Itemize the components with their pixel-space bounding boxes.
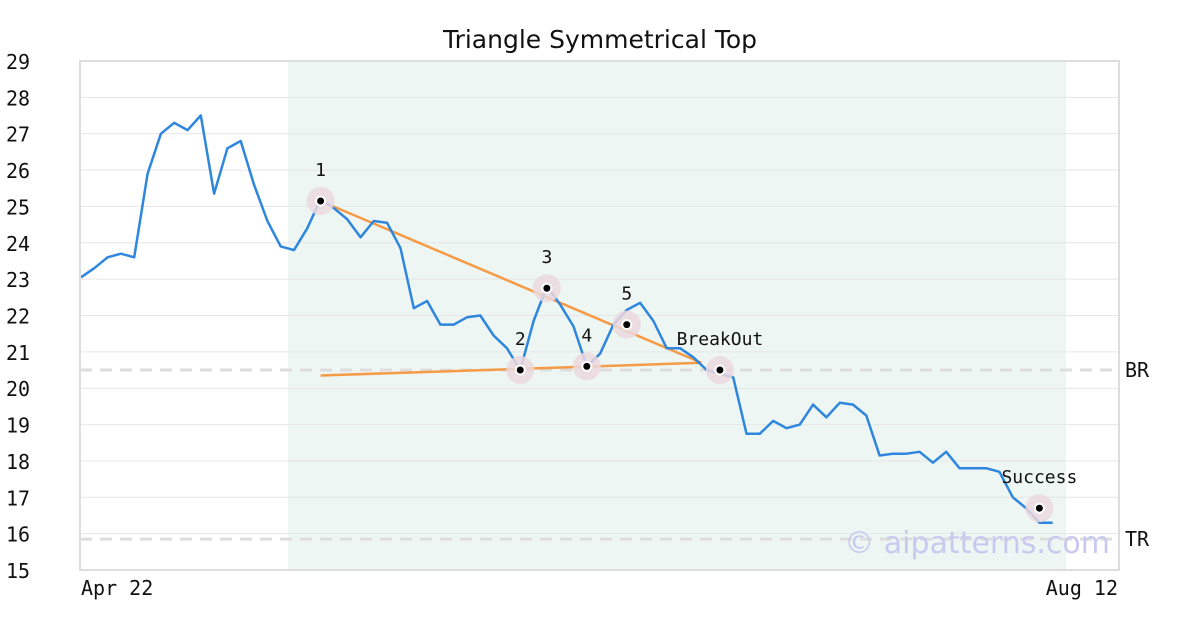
chart-title: Triangle Symmetrical Top: [442, 25, 757, 54]
marker-dot: [623, 321, 631, 329]
x-tick-label: Aug 12: [1046, 576, 1118, 600]
y-tick-label: 21: [6, 341, 30, 365]
marker-dot: [543, 284, 551, 292]
marker-dot: [583, 362, 591, 370]
point-label: 4: [581, 325, 592, 346]
pattern-trendline: [320, 199, 702, 364]
marker-dot: [516, 366, 524, 374]
y-tick-label: 26: [6, 159, 30, 183]
marker-dot: [317, 197, 325, 205]
y-tick-label: 28: [6, 86, 30, 110]
y-tick-label: 24: [6, 232, 30, 256]
y-tick-label: 16: [6, 523, 30, 547]
reference-line-label: BR: [1125, 358, 1150, 382]
y-tick-label: 29: [6, 50, 30, 74]
point-label: Success: [1001, 467, 1077, 488]
point-label: 3: [541, 247, 552, 268]
y-tick-label: 22: [6, 305, 30, 329]
y-tick-label: 27: [6, 123, 30, 147]
y-tick-label: 19: [6, 414, 30, 438]
y-tick-label: 23: [6, 268, 30, 292]
watermark-text: © aipatterns.com: [844, 526, 1110, 561]
y-tick-label: 17: [6, 486, 30, 510]
reference-line-label: TR: [1125, 527, 1150, 551]
point-label: 2: [515, 329, 526, 350]
point-label: 5: [621, 284, 632, 305]
y-tick-label: 18: [6, 450, 30, 474]
x-tick-label: Apr 22: [81, 576, 153, 600]
y-tick-label: 15: [6, 559, 30, 583]
y-tick-label: 20: [6, 377, 30, 401]
point-label: BreakOut: [677, 329, 764, 350]
y-tick-label: 25: [6, 195, 30, 219]
marker-dot: [1035, 504, 1043, 512]
price-line: [80, 114, 1053, 524]
marker-dot: [716, 366, 724, 374]
point-label: 1: [315, 160, 326, 181]
plot-frame: [79, 60, 1120, 571]
